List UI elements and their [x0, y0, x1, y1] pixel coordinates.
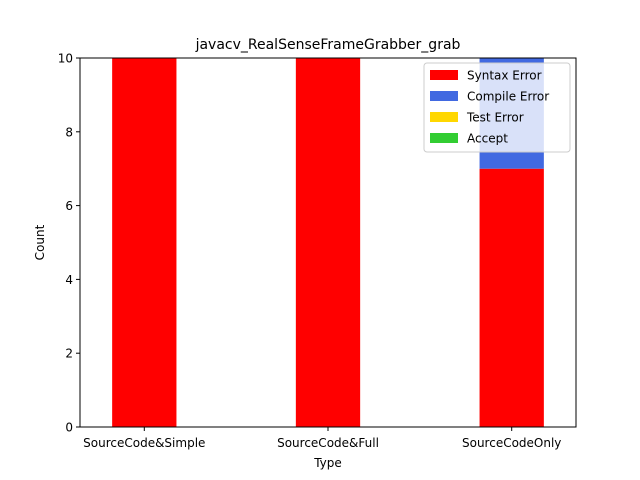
y-tick-label: 0 [65, 421, 73, 435]
bar-syntax-error-0 [112, 58, 177, 427]
x-tick-label: SourceCode&Full [277, 436, 379, 450]
legend: Syntax Error Compile Error Test Error Accep… [423, 62, 571, 153]
y-axis-label: Count [33, 224, 47, 260]
legend-label: Test Error [466, 111, 524, 125]
bar-syntax-error-2 [479, 168, 544, 427]
legend-box [423, 62, 571, 153]
x-axis-label: Type [313, 456, 342, 470]
y-tick-label: 10 [58, 52, 73, 66]
legend-swatch [430, 70, 458, 80]
legend-swatch [430, 112, 458, 122]
bar-syntax-error-1 [295, 58, 361, 427]
y-tick-label: 2 [65, 347, 73, 361]
legend-label: Accept [467, 132, 508, 146]
y-tick-label: 4 [65, 273, 73, 287]
y-axis: 0 2 4 6 8 10 [58, 52, 80, 435]
x-tick-label: SourceCodeOnly [462, 436, 561, 450]
legend-label: Compile Error [467, 90, 549, 104]
legend-swatch [430, 133, 458, 143]
legend-label: Syntax Error [467, 69, 542, 83]
x-tick-label: SourceCode&Simple [83, 436, 205, 450]
legend-swatch [430, 91, 458, 101]
x-axis: SourceCode&Simple SourceCode&Full SourceCo… [83, 427, 561, 450]
chart-title: javacv_RealSenseFrameGrabber_grab [195, 37, 461, 53]
y-tick-label: 8 [65, 125, 73, 139]
y-tick-label: 6 [65, 199, 73, 213]
